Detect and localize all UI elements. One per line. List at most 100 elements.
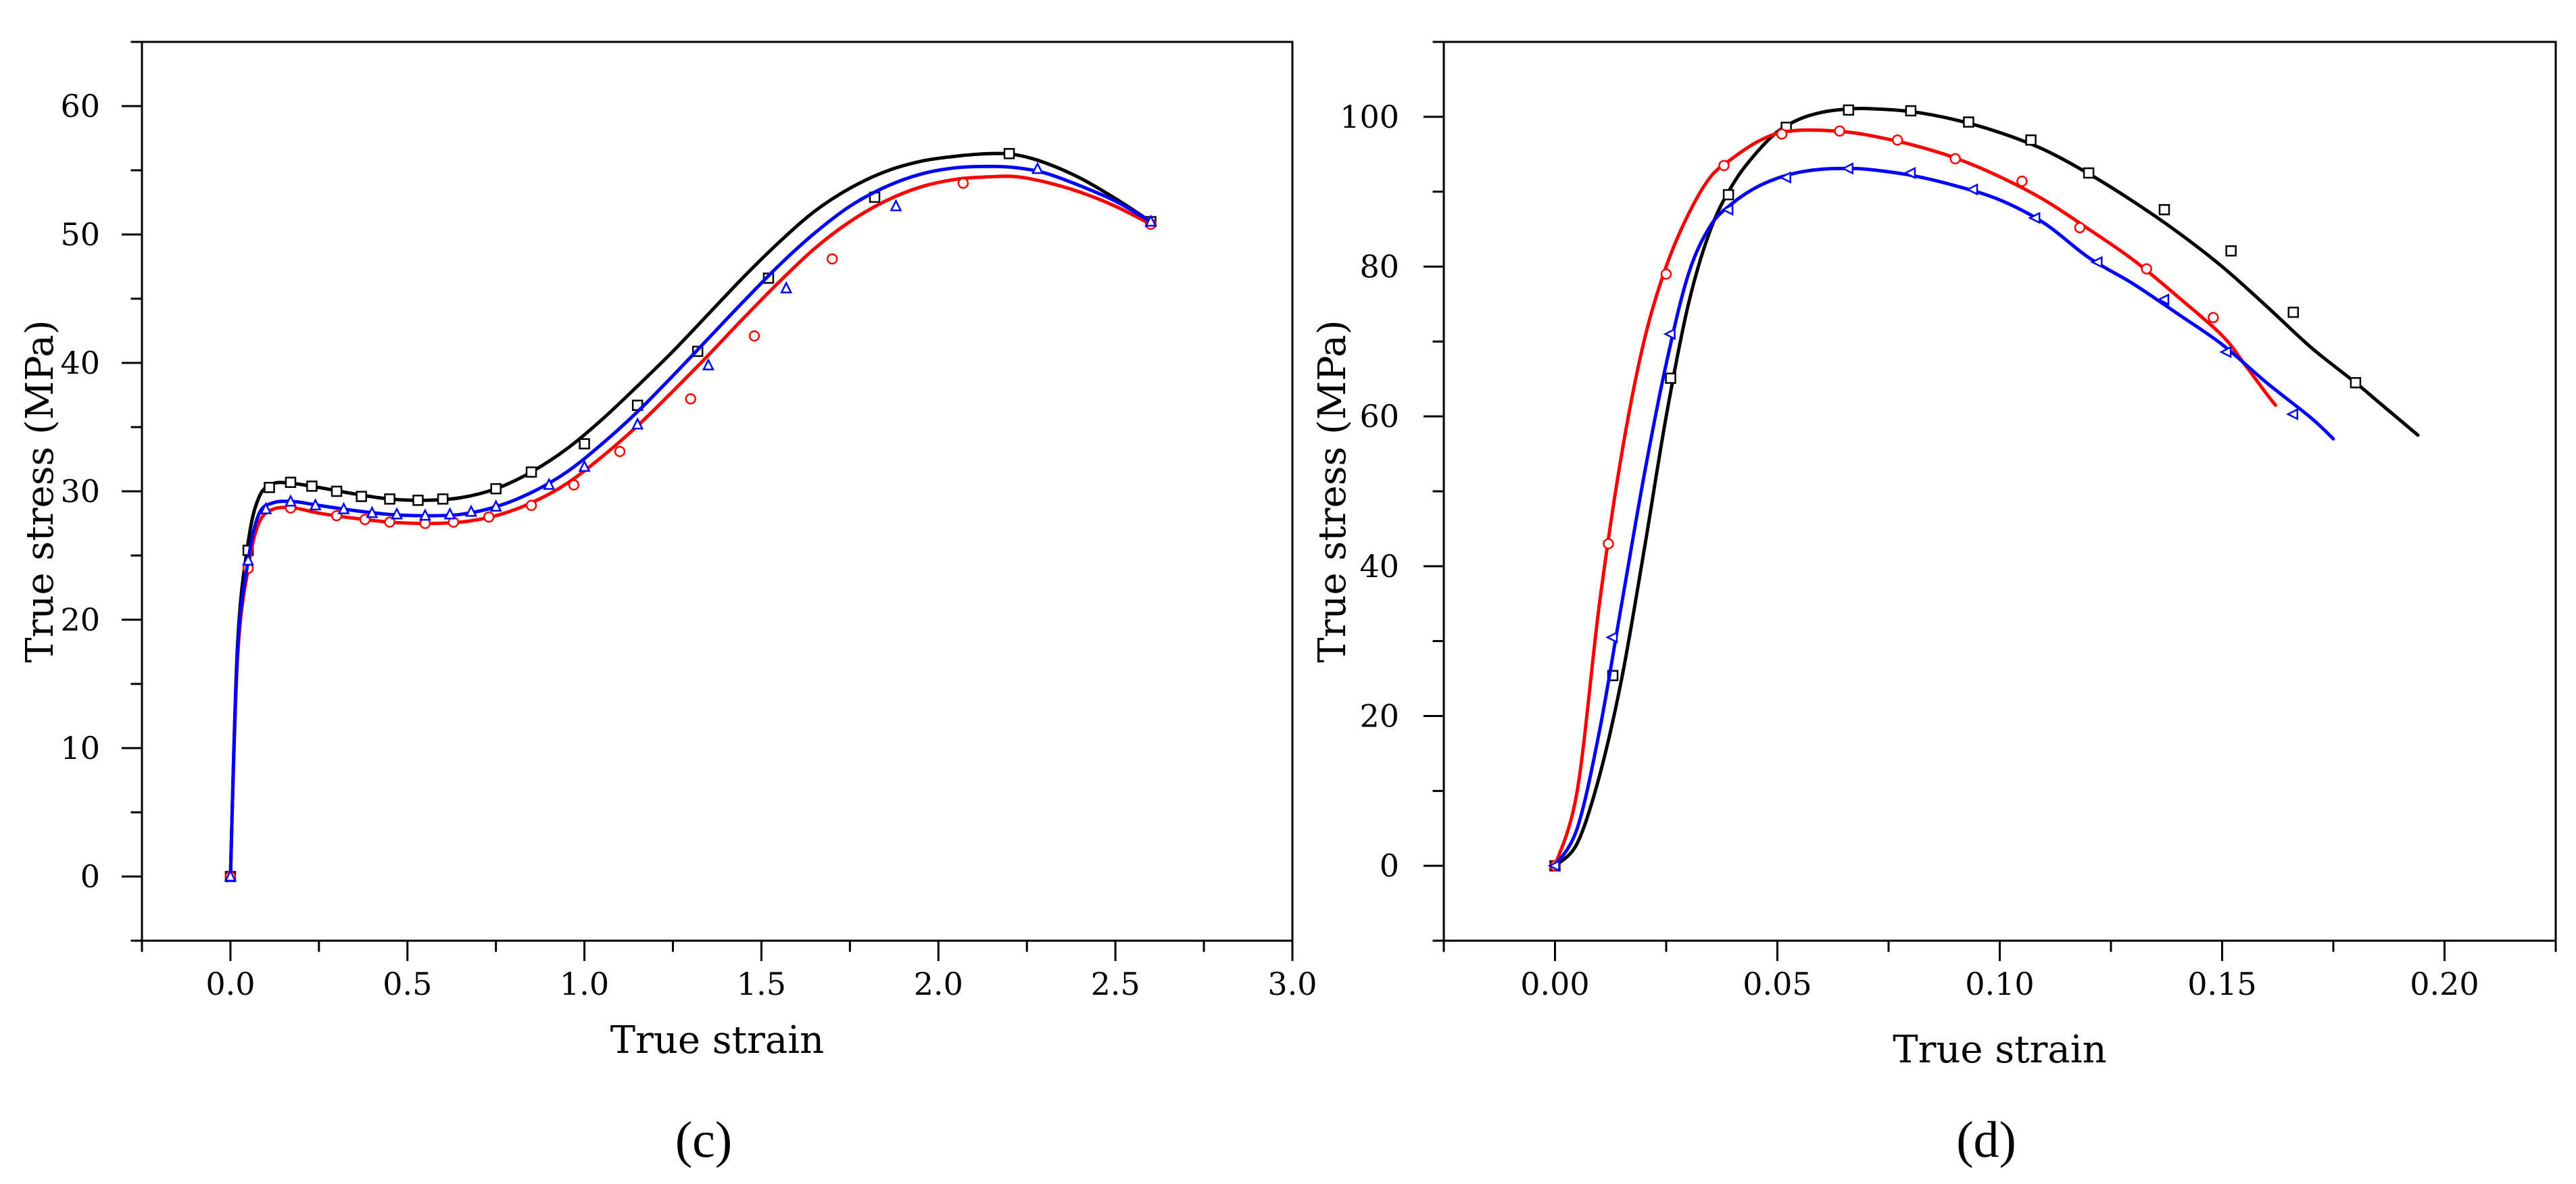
panel-d-marker-red-circle [1718, 159, 1730, 172]
panel-c-marker-red-circle [957, 177, 969, 189]
panel-c-y-axis-title: True stress (MPa) [18, 320, 62, 662]
panel-d-series-red-circle [1549, 125, 2277, 872]
panel-d-marker-blue-triangle [1778, 171, 1791, 184]
panel-c-marker-blue-triangle [1144, 214, 1157, 227]
panel-c-marker-black-square [306, 480, 318, 492]
panel-d-y-tick-label: 60 [1359, 398, 1399, 435]
panel-d-marker-blue-triangle [1547, 860, 1560, 872]
panel-c-marker-blue-triangle [631, 417, 644, 430]
panel-c-y-tick-label: 50 [60, 216, 100, 253]
panel-c-marker-blue-triangle [418, 508, 431, 521]
panel-d-marker-black-square [2287, 306, 2300, 318]
panel-d-y-tick-label: 80 [1359, 249, 1399, 285]
panel-d-marker-black-square [1905, 105, 1917, 117]
panel-d-x-axis-title: True strain [1893, 1028, 2107, 1072]
panel-c-marker-blue-triangle [780, 281, 793, 294]
panel-d-marker-blue-triangle [1903, 166, 1916, 179]
panel-d-marker-red-circle [1891, 134, 1903, 146]
panel-d-marker-blue-triangle [2219, 345, 2232, 358]
panel-d-marker-red-circle [2208, 312, 2219, 324]
panel-c-marker-blue-triangle [489, 499, 502, 512]
panel-d-y-tick-label: 20 [1359, 698, 1399, 735]
panel-c-x-tick-label: 1.0 [560, 966, 609, 1002]
panel-c-x-axis-title: True strain [610, 1018, 825, 1062]
panel-d-marker-blue-triangle [1605, 631, 1618, 644]
panel-c-chart: 0.0 0.5 1.0 1.5 2.0 2.5 3.0 0 10 20 30 40 50 60 True s… [18, 41, 1317, 1168]
panel-d-marker-blue-triangle [2157, 293, 2170, 306]
panel-d-marker-blue-triangle [2285, 408, 2299, 420]
panel-c-panel-label: (c) [675, 1112, 732, 1168]
panel-c-marker-black-square [356, 491, 367, 502]
panel-d-marker-blue-triangle [1966, 183, 1978, 196]
panel-d-marker-blue-triangle [2090, 255, 2103, 268]
panel-c-marker-blue-triangle [890, 199, 902, 212]
panel-d-marker-red-circle [2016, 175, 2028, 187]
panel-d-series-black-square [1549, 104, 2420, 872]
panel-c-x-tick-label: 3.0 [1267, 966, 1317, 1002]
panel-d-y-tick-label: 100 [1340, 99, 1399, 135]
panel-c-x-tick-label: 0.5 [383, 966, 432, 1002]
panel-d-panel-label: (d) [1956, 1112, 2016, 1168]
panel-d-marker-red-circle [1603, 538, 1614, 549]
panel-d-y-tick-label: 40 [1359, 548, 1399, 585]
panel-c-marker-red-circle [685, 393, 696, 405]
panel-c-marker-black-square [525, 466, 537, 478]
panel-c-marker-red-circle [568, 479, 580, 491]
panel-c-marker-red-circle [748, 330, 760, 342]
panel-d-marker-black-square [2025, 134, 2037, 146]
panel-c-marker-black-square [412, 495, 424, 506]
panel-c-y-tick-label: 60 [60, 88, 100, 124]
panel-c-x-tick-label: 2.0 [914, 966, 963, 1002]
panel-d-marker-red-circle [2141, 263, 2152, 275]
panel-c-marker-blue-triangle [578, 460, 591, 472]
panel-c-y-tick-label: 30 [60, 473, 100, 510]
panel-d-x-tick-label: 0.10 [1965, 966, 2034, 1002]
panel-d-chart: 0.00 0.05 0.10 0.15 0.20 0 20 40 60 80 100 True str… [1311, 41, 2557, 1168]
panel-d-marker-black-square [1665, 372, 1676, 384]
panel-c-marker-blue-triangle [242, 553, 255, 566]
panel-c-y-tick-label: 20 [60, 601, 100, 638]
panel-d-marker-black-square [1722, 189, 1734, 201]
panel-c-marker-red-circle [384, 516, 395, 528]
panel-c-marker-blue-triangle [465, 504, 478, 517]
panel-d-marker-red-circle [1949, 153, 1961, 165]
panel-c-marker-blue-triangle [391, 507, 404, 520]
panel-d-marker-red-circle [2074, 222, 2086, 234]
panel-c-x-tick-label: 0.0 [205, 966, 255, 1002]
panel-c-series-blue-triangle [224, 162, 1157, 882]
panel-d-marker-red-circle [1776, 128, 1788, 140]
panel-d-marker-blue-triangle [2028, 212, 2041, 224]
panel-d-x-tick-label: 0.15 [2187, 966, 2256, 1002]
panel-d-y-axis-title: True stress (MPa) [1311, 320, 1355, 662]
panel-c-marker-blue-triangle [443, 507, 456, 520]
panel-c-marker-black-square [490, 483, 502, 495]
panel-c-y-tick-label: 40 [60, 345, 100, 381]
panel-c-marker-blue-triangle [337, 501, 350, 514]
panel-d-marker-blue-triangle [1721, 203, 1734, 216]
panel-c-marker-red-circle [826, 253, 838, 265]
panel-c-line-blue-triangle [228, 164, 1153, 879]
panel-c-marker-black-square [437, 493, 449, 505]
panel-c-marker-black-square [1003, 148, 1015, 159]
panel-c-marker-blue-triangle [224, 869, 237, 882]
panel-c-marker-blue-triangle [366, 505, 379, 518]
panel-c-marker-blue-triangle [260, 501, 272, 514]
panel-c-marker-black-square [331, 485, 343, 497]
panel-c-x-tick-label: 1.5 [737, 966, 786, 1002]
panel-c-marker-blue-triangle [284, 494, 297, 507]
panel-d-x-tick-label: 0.05 [1743, 966, 1812, 1002]
panel-c-marker-blue-triangle [543, 477, 556, 490]
panel-c-line-red-circle [228, 174, 1153, 879]
panel-d-marker-blue-triangle [1841, 162, 1854, 175]
panel-d-line-blue-triangle [1553, 166, 2335, 868]
panel-c-marker-black-square [384, 493, 395, 505]
panel-c-marker-black-square [264, 482, 275, 493]
panel-d-x-tick-label: 0.00 [1520, 966, 1589, 1002]
panel-c-marker-black-square [285, 476, 297, 488]
panel-d-marker-black-square [2350, 377, 2362, 389]
panel-c-series-red-circle [224, 174, 1157, 883]
panel-d-marker-black-square [2158, 204, 2170, 216]
panel-d-series-blue-triangle [1547, 162, 2335, 872]
panel-c-marker-red-circle [525, 499, 537, 512]
panel-c-marker-blue-triangle [1031, 162, 1044, 174]
